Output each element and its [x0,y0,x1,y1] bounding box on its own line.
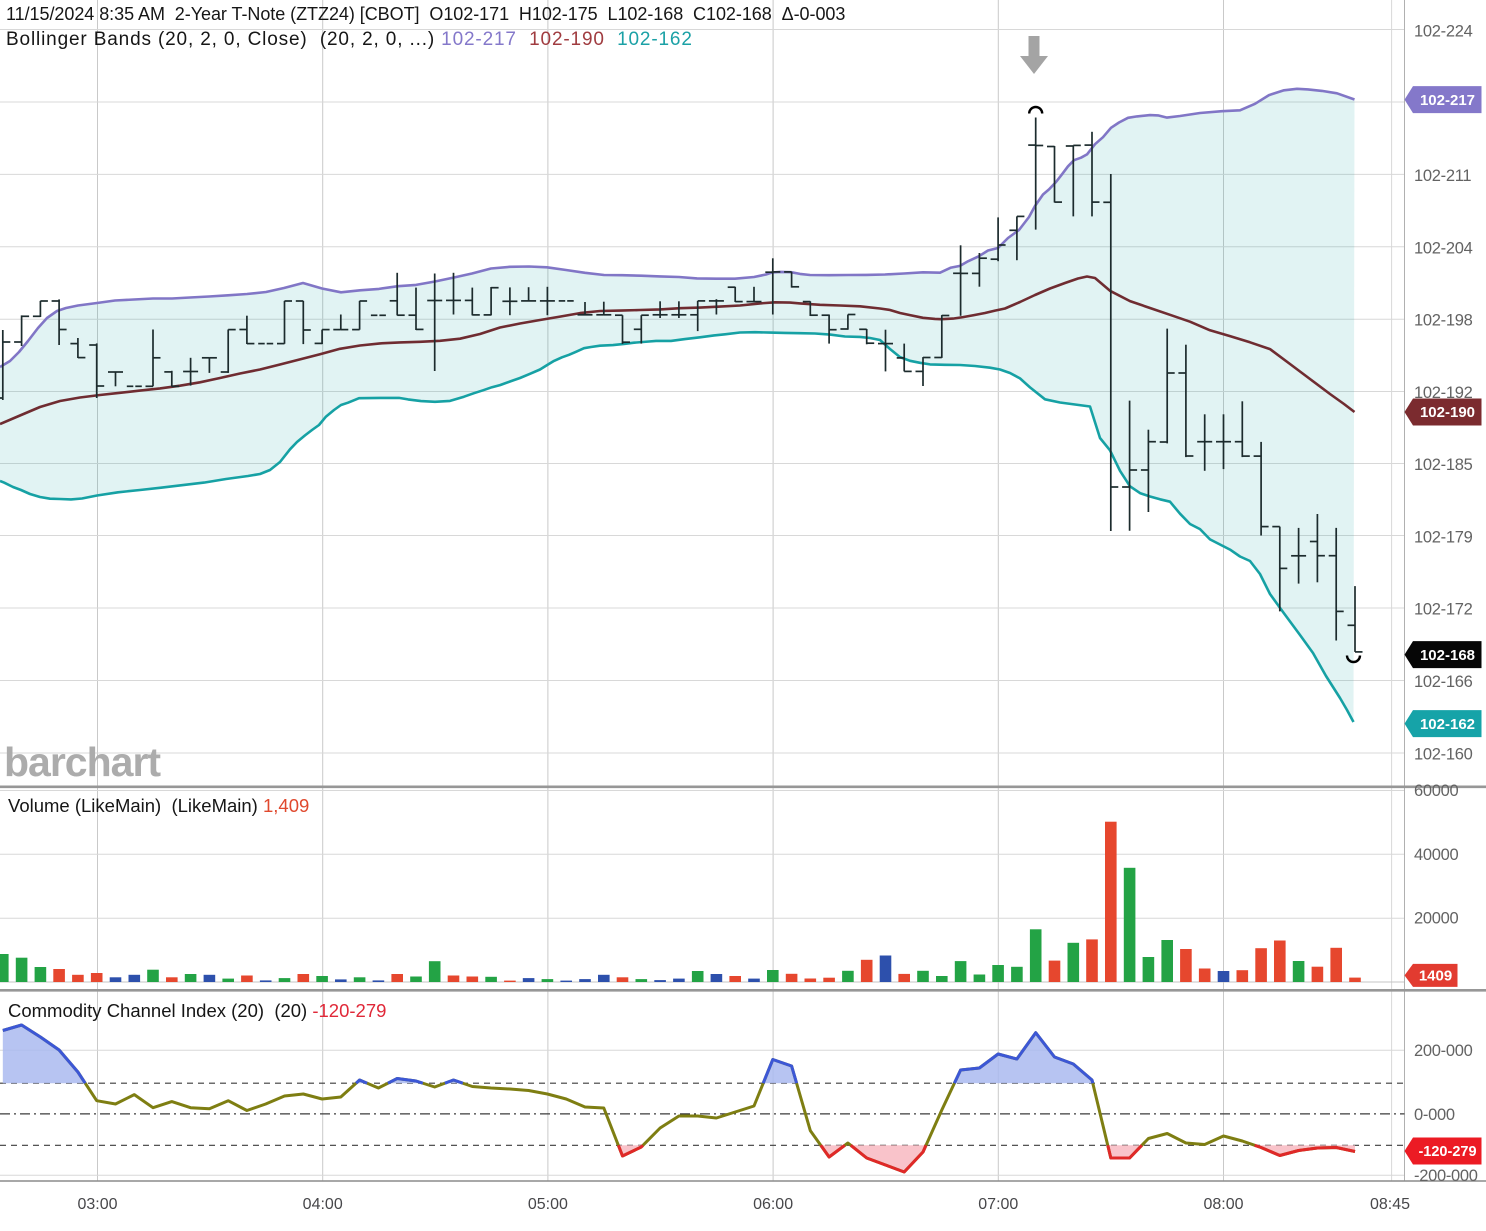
svg-text:102-168: 102-168 [1420,647,1475,664]
svg-text:102-224: 102-224 [1414,23,1473,41]
svg-text:40000: 40000 [1414,846,1459,864]
svg-text:102-162: 102-162 [1420,716,1475,733]
svg-text:102-166: 102-166 [1414,673,1473,691]
svg-text:Commodity Channel Index (20): Commodity Channel Index (20) (20) -120-2… [8,1000,386,1021]
svg-text:Volume (LikeMain) (LikeMain): Volume (LikeMain) (LikeMain) 1,409 [8,795,309,816]
svg-text:05:00: 05:00 [528,1196,568,1213]
svg-text:06:00: 06:00 [753,1196,793,1213]
svg-text:102-160: 102-160 [1414,746,1473,764]
svg-text:-120-279: -120-279 [1418,1144,1476,1160]
svg-text:-200-000: -200-000 [1414,1167,1478,1185]
svg-text:102-192: 102-192 [1414,384,1473,402]
svg-text:102-190: 102-190 [1420,404,1475,421]
svg-text:Bollinger Bands (20, 2, 0, Clo: Bollinger Bands (20, 2, 0, Close) (20, 2… [6,29,693,50]
svg-text:102-198: 102-198 [1414,312,1473,330]
svg-text:102-217: 102-217 [1420,92,1475,109]
svg-text:102-185: 102-185 [1414,456,1473,474]
svg-text:102-204: 102-204 [1414,239,1473,257]
svg-text:08:00: 08:00 [1203,1196,1243,1213]
svg-text:60000: 60000 [1414,782,1459,800]
svg-text:0-000: 0-000 [1414,1106,1455,1124]
svg-text:102-179: 102-179 [1414,529,1473,547]
svg-text:04:00: 04:00 [303,1196,343,1213]
svg-text:08:45: 08:45 [1370,1196,1410,1213]
svg-text:102-172: 102-172 [1414,601,1473,619]
svg-text:102-211: 102-211 [1414,167,1471,185]
svg-text:11/15/2024 8:35 AM 2-Year T-N: 11/15/2024 8:35 AM 2-Year T-Note (ZTZ24)… [6,4,845,24]
svg-text:barchart: barchart [4,739,161,785]
svg-text:03:00: 03:00 [77,1196,117,1213]
svg-text:200-000: 200-000 [1414,1042,1473,1060]
svg-text:07:00: 07:00 [978,1196,1018,1213]
svg-text:20000: 20000 [1414,910,1459,928]
svg-text:1409: 1409 [1419,968,1452,985]
